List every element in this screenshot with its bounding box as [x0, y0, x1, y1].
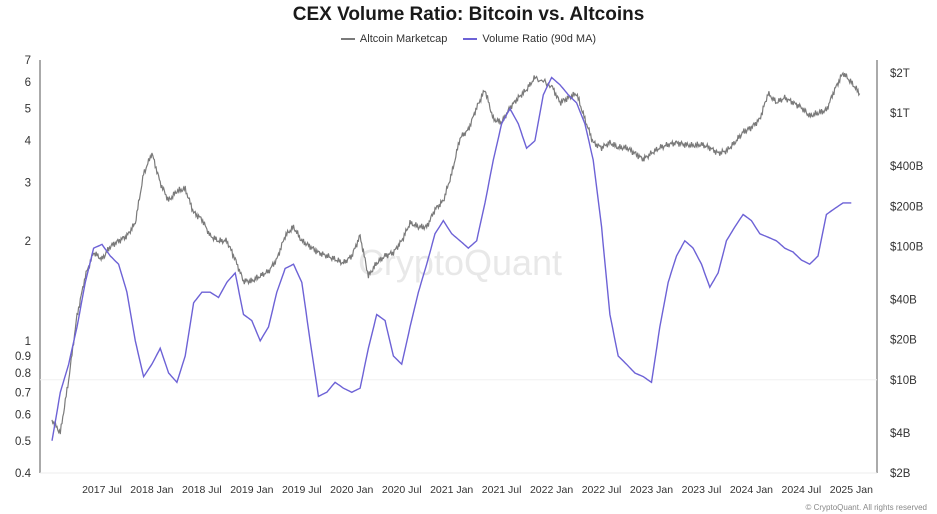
legend-item-volume-ratio[interactable]: Volume Ratio (90d MA)	[463, 33, 596, 45]
left-tick-label: 0.8	[15, 368, 31, 380]
left-tick-label: 0.7	[15, 387, 31, 399]
right-tick-label: $2B	[890, 468, 911, 480]
series-line-volume-ratio	[51, 76, 852, 441]
x-tick-label: 2023 Jul	[682, 484, 722, 496]
left-tick-label: 1	[25, 336, 31, 348]
right-tick-label: $2T	[890, 68, 910, 80]
watermark-text: CryptoQuant	[358, 242, 562, 283]
x-tick-label: 2018 Jul	[182, 484, 222, 496]
x-tick-label: 2021 Jan	[430, 484, 473, 496]
left-tick-label: 2	[25, 236, 31, 248]
left-tick-label: 3	[25, 177, 31, 189]
x-tick-label: 2019 Jul	[282, 484, 322, 496]
left-tick-label: 0.9	[15, 351, 31, 363]
legend-swatch-altcoin	[340, 38, 355, 40]
x-axis-ticks: 2017 Jul 2018 Jan 2018 Jul 2019 Jan 2019 Jul…	[82, 484, 873, 496]
right-tick-label: $200B	[890, 201, 924, 213]
x-tick-label: 2024 Jul	[782, 484, 822, 496]
x-tick-label: 2020 Jul	[382, 484, 422, 496]
left-tick-label: 0.5	[15, 436, 31, 448]
x-tick-label: 2017 Jul	[82, 484, 122, 496]
copyright-footer: © CryptoQuant. All rights reserved	[805, 503, 928, 512]
x-tick-label: 2023 Jan	[630, 484, 673, 496]
left-tick-label: 0.6	[15, 409, 31, 421]
series-line-altcoin-marketcap	[51, 71, 861, 435]
x-tick-label: 2018 Jan	[130, 484, 173, 496]
left-tick-label: 4	[25, 136, 32, 148]
right-tick-label: $100B	[890, 241, 924, 253]
x-tick-label: 2020 Jan	[330, 484, 373, 496]
left-tick-label: 6	[25, 77, 31, 89]
right-tick-label: $1T	[890, 108, 910, 120]
x-tick-label: 2021 Jul	[482, 484, 522, 496]
left-tick-label: 5	[25, 104, 31, 116]
right-tick-label: $400B	[890, 161, 924, 173]
x-tick-label: 2025 Jan	[830, 484, 873, 496]
right-tick-label: $4B	[890, 428, 911, 440]
left-axis-ticks: 0.4 0.5 0.6 0.7 0.8 0.9 1 2 3 4 5 6 7	[15, 55, 32, 480]
chart-legend: Altcoin Marketcap Volume Ratio (90d MA)	[0, 33, 937, 45]
right-tick-label: $20B	[890, 335, 917, 347]
right-axis-ticks: $2B $4B $10B $20B $40B $100B $200B $400B $1T $2T	[40, 68, 924, 480]
x-tick-label: 2022 Jul	[582, 484, 622, 496]
right-tick-label: $10B	[890, 375, 917, 387]
legend-label-altcoin: Altcoin Marketcap	[359, 33, 448, 45]
x-tick-label: 2019 Jan	[230, 484, 273, 496]
legend-item-altcoin-marketcap[interactable]: Altcoin Marketcap	[340, 33, 448, 45]
left-tick-label: 0.4	[15, 468, 32, 480]
x-tick-label: 2022 Jan	[530, 484, 573, 496]
left-tick-label: 7	[25, 55, 31, 67]
legend-swatch-volume-ratio	[463, 38, 478, 40]
chart-title: CEX Volume Ratio: Bitcoin vs. Altcoins	[292, 4, 645, 25]
x-tick-label: 2024 Jan	[730, 484, 773, 496]
legend-label-volume-ratio: Volume Ratio (90d MA)	[482, 33, 597, 45]
series-lines	[51, 71, 861, 441]
right-tick-label: $40B	[890, 294, 917, 306]
